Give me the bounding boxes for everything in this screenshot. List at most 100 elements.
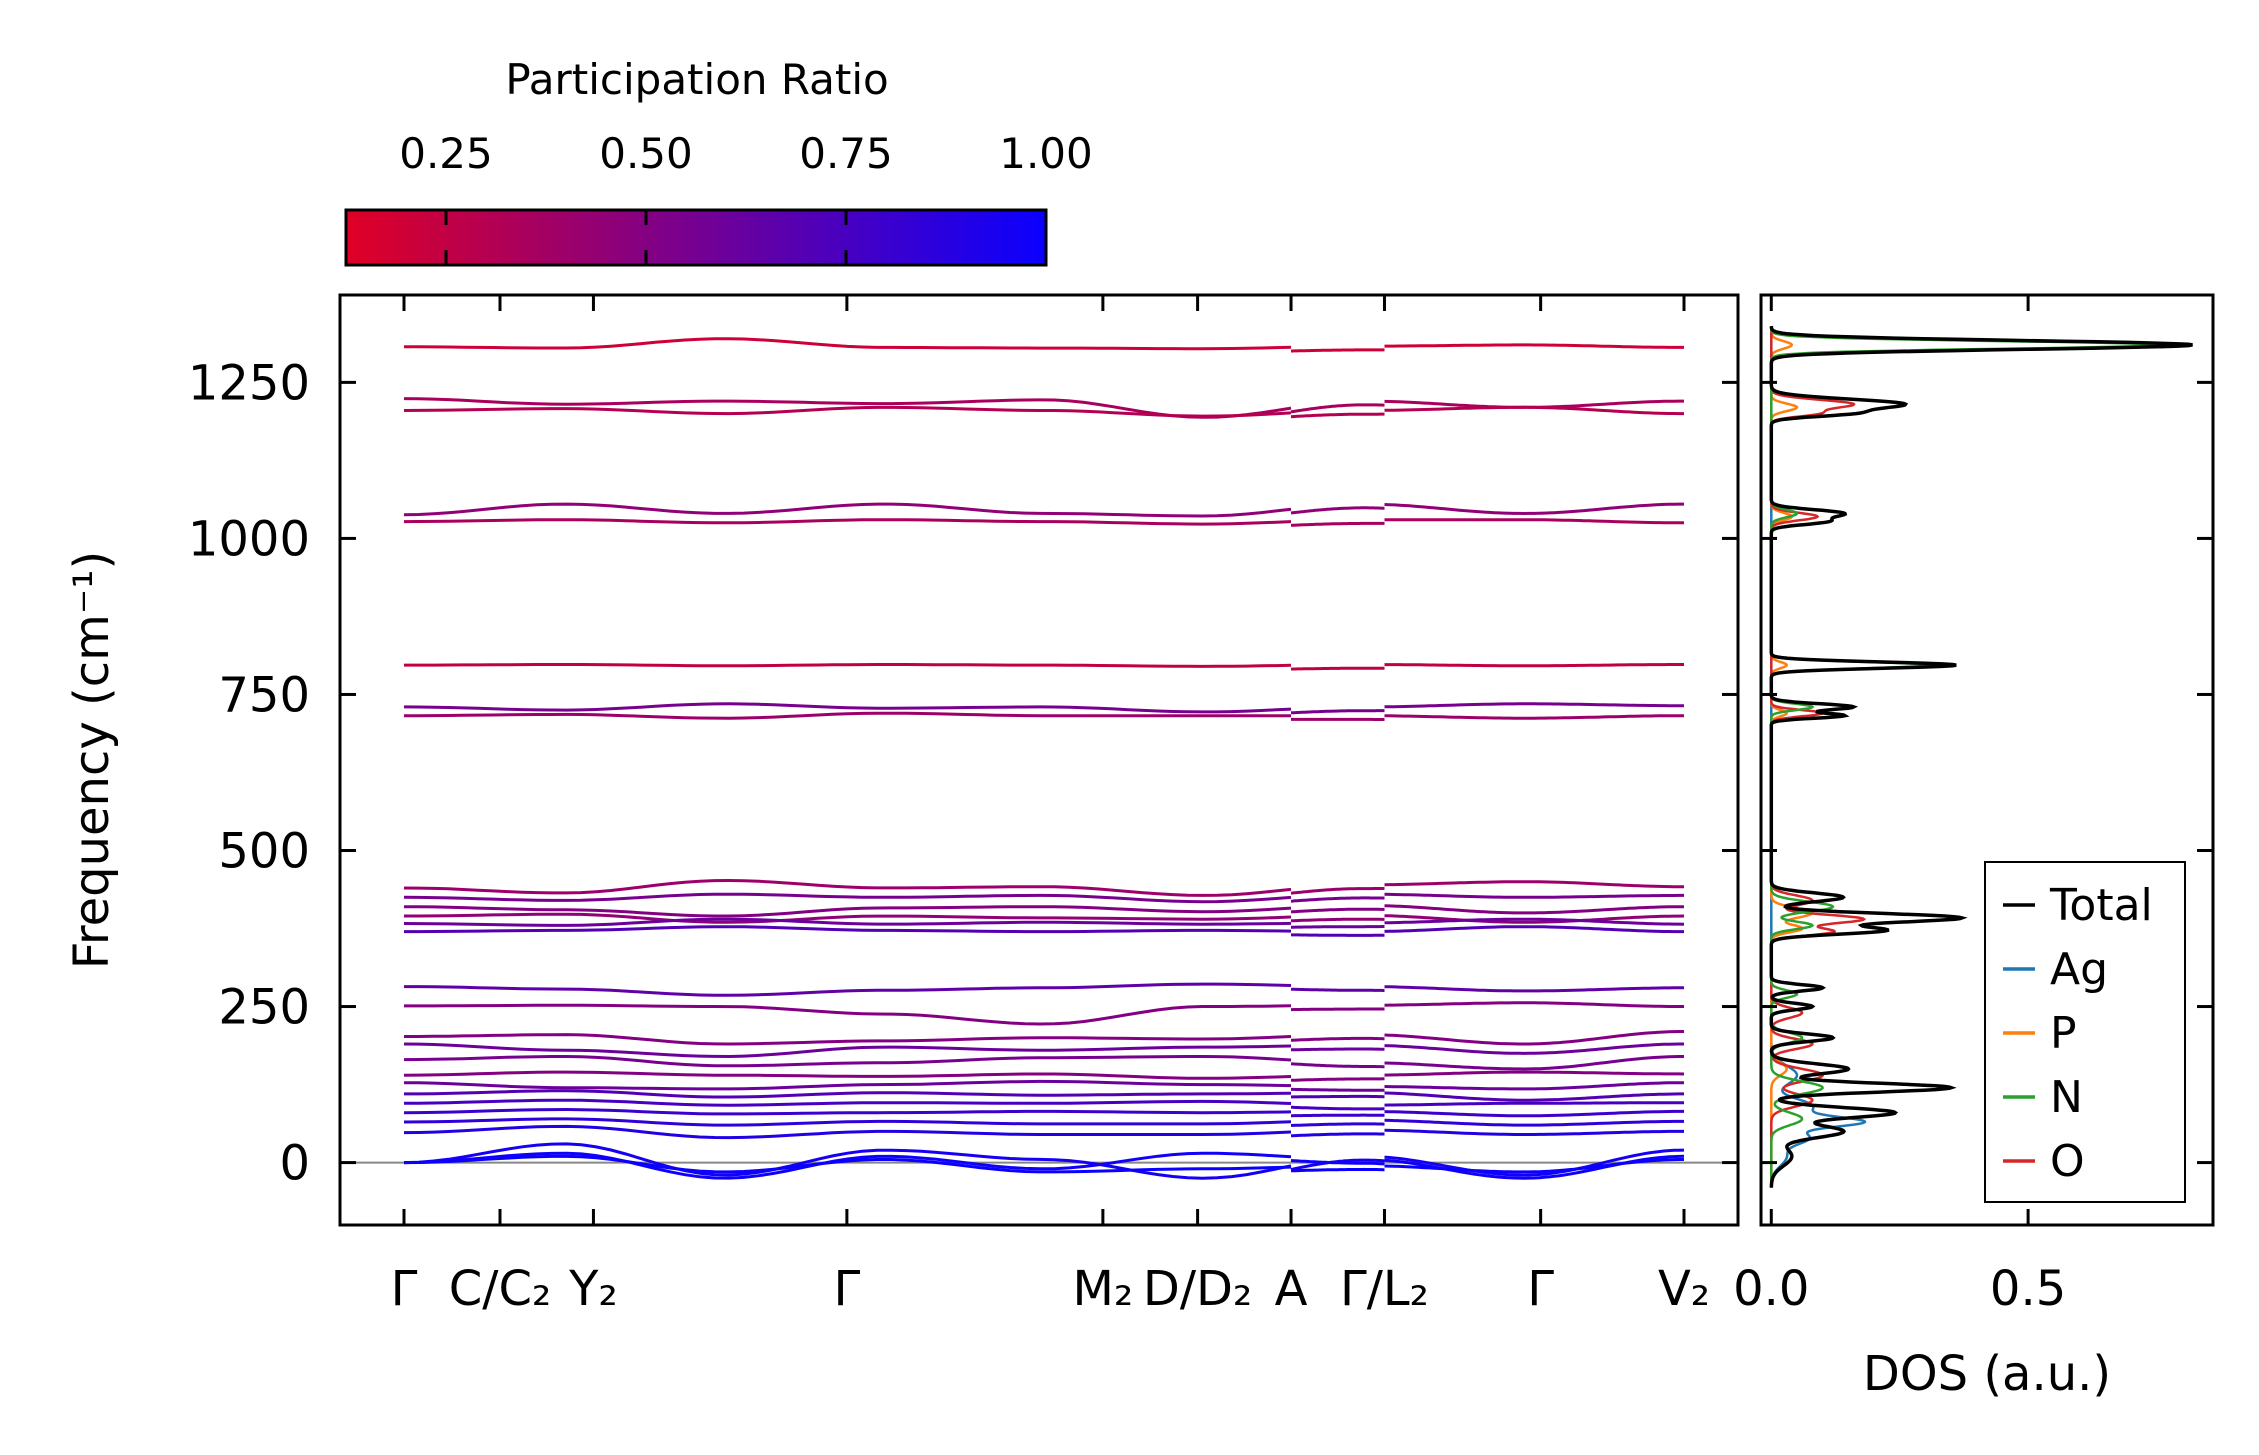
band-line: [1290, 1167, 1385, 1173]
x-tick-label: Γ: [834, 1261, 861, 1317]
band-line: [1384, 904, 1684, 915]
band-line: [1384, 518, 1684, 525]
band-plot-frame: [338, 293, 1740, 1227]
dos-x-axis-label: DOS (a.u.): [1863, 1346, 2111, 1402]
band-line: [404, 912, 1292, 924]
y-tick-label: 1000: [188, 511, 310, 567]
x-tick-label: A: [1275, 1261, 1308, 1317]
band-line: [403, 397, 1292, 419]
band-line: [1384, 702, 1684, 709]
band-line: [404, 982, 1292, 997]
band-line: [1290, 887, 1385, 895]
colorbar-tick-label: 0.75: [799, 129, 893, 178]
colorbar-tick-label: 0.50: [599, 129, 693, 178]
band-line: [1291, 1087, 1385, 1092]
band-line: [1290, 506, 1385, 515]
band-line: [403, 917, 1292, 927]
band-line: [1384, 914, 1685, 924]
band-line: [1384, 925, 1684, 934]
band-line: [1384, 1158, 1684, 1174]
band-line: [1291, 933, 1385, 937]
band-line: [403, 1107, 1292, 1116]
y-tick-label: 750: [218, 667, 310, 723]
colorbar-ticks: 0.25 0.50 0.75 1.00: [399, 129, 1093, 265]
band-line: [1384, 1109, 1684, 1118]
band-line: [403, 702, 1292, 714]
band-line: [403, 1079, 1292, 1091]
x-tick-label: M₂: [1073, 1261, 1134, 1317]
colorbar-tick-label: 1.00: [999, 129, 1093, 178]
band-line: [403, 518, 1292, 526]
band-line: [403, 878, 1292, 897]
band-line: [1384, 1101, 1684, 1107]
band-line: [1291, 709, 1385, 715]
dos-x-tick-label: 0.5: [1990, 1261, 2066, 1317]
band-line: [403, 1117, 1292, 1127]
x-tick-label: Y₂: [568, 1261, 618, 1317]
colorbar-title: Participation Ratio: [505, 55, 888, 104]
band-line: [1290, 1122, 1385, 1127]
band-line: [1384, 1070, 1685, 1077]
band-line: [403, 1042, 1292, 1059]
dos-x-tick-label: 0.0: [1733, 1261, 1809, 1317]
band-x-axis: Γ C/C₂ Y₂ Γ M₂ D/D₂ A Γ/L₂ Γ V₂: [391, 295, 1710, 1317]
band-line: [403, 1124, 1292, 1140]
band-line: [404, 711, 1291, 720]
band-line: [1291, 1113, 1385, 1118]
band-line: [1290, 907, 1385, 914]
band-line: [1384, 1055, 1684, 1071]
band-line: [403, 502, 1292, 518]
dos-lines: [1769, 325, 2193, 1188]
band-line: [403, 1154, 1292, 1174]
band-line: [1384, 917, 1685, 926]
x-tick-label: V₂: [1658, 1261, 1710, 1317]
x-tick-label: Γ: [391, 1261, 418, 1317]
band-line: [1384, 1091, 1684, 1102]
band-line: [1291, 1007, 1385, 1012]
band-line: [1290, 1094, 1385, 1099]
x-tick-label: Γ: [1527, 1261, 1554, 1317]
band-line: [1384, 405, 1684, 416]
y-tick-label: 0: [279, 1136, 310, 1192]
band-line: [404, 1003, 1292, 1026]
band-line: [1384, 502, 1684, 516]
band-line: [1384, 343, 1684, 349]
band-line: [1291, 348, 1385, 353]
legend-label: P: [2050, 1008, 2077, 1059]
colorbar-gradient: [344, 208, 1048, 267]
dos-y-axis: [1761, 380, 2213, 1165]
band-line: [1384, 1148, 1685, 1177]
band-line: [404, 1089, 1292, 1099]
band-line: [1291, 1047, 1385, 1052]
phonon-bands: [403, 337, 1685, 1180]
band-line: [1290, 1132, 1385, 1138]
y-tick-label: 500: [218, 824, 310, 880]
band-line: [404, 925, 1292, 934]
band-line: [1290, 987, 1385, 992]
band-line: [1290, 1036, 1385, 1042]
band-line: [1291, 1105, 1385, 1111]
legend-label: Total: [2049, 880, 2153, 931]
band-line: [404, 663, 1292, 668]
legend-label: O: [2050, 1136, 2085, 1187]
colorbar-tick-label: 0.25: [399, 129, 493, 178]
x-tick-label: Γ/L₂: [1340, 1261, 1429, 1317]
band-line: [1291, 521, 1385, 527]
dos-plot-frame: [1759, 293, 2215, 1227]
band-line: [403, 1055, 1292, 1068]
band-line: [1384, 880, 1684, 889]
dos-x-axis: 0.0 0.5: [1733, 295, 2066, 1317]
band-line: [1290, 666, 1385, 671]
legend-label: Ag: [2050, 944, 2108, 995]
band-line: [1384, 985, 1684, 993]
band-line: [404, 337, 1292, 351]
band-line: [403, 1070, 1292, 1080]
band-line: [1384, 1081, 1684, 1091]
band-line: [1291, 925, 1385, 929]
band-line: [1290, 403, 1385, 414]
band-line: [1291, 412, 1385, 419]
x-tick-label: D/D₂: [1143, 1261, 1252, 1317]
dos-panel: 0.0 0.5 DOS (a.u.) Total Ag PNO: [1733, 293, 2215, 1402]
legend-label: N: [2050, 1072, 2083, 1123]
y-tick-label: 1250: [188, 355, 310, 411]
